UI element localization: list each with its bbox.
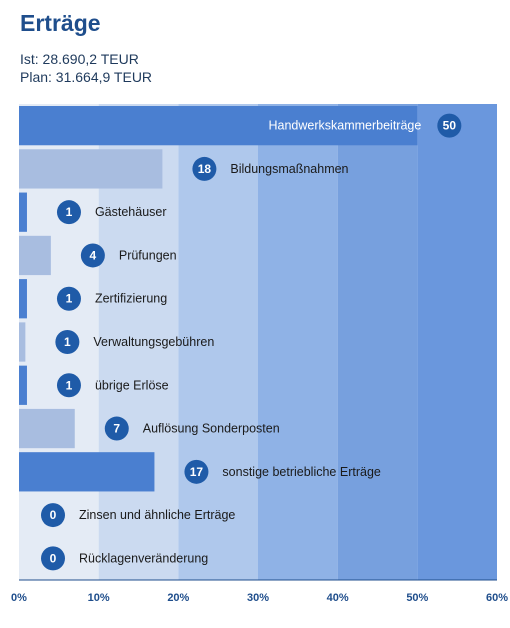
value-badge: 1 (55, 330, 80, 354)
band-3 (258, 104, 338, 580)
category-label: Zertifizierung (95, 292, 167, 306)
band-4 (337, 104, 418, 580)
value-badge: 1 (56, 286, 81, 311)
category-label: Prüfungen (119, 248, 177, 262)
x-tick-label: 40% (327, 592, 349, 604)
x-tick-label: 60% (486, 592, 508, 604)
bar-1 (19, 149, 163, 189)
badge-circle (56, 286, 81, 311)
data-label: 7 (113, 422, 120, 436)
bar-4 (19, 279, 27, 319)
data-label: 0 (50, 551, 57, 565)
bar-6 (19, 365, 27, 405)
badge-circle (55, 330, 80, 354)
background-bands (19, 104, 497, 580)
x-tick-label: 30% (247, 592, 269, 604)
category-label: Rücklagenveränderung (79, 551, 208, 565)
category-label: Gästehäuser (95, 205, 167, 219)
value-badge: 18 (192, 156, 217, 181)
value-badge: 1 (56, 373, 81, 398)
value-badge: 0 (41, 546, 65, 571)
badge-circle (41, 503, 65, 528)
bar-5 (19, 322, 26, 362)
category-label: Handwerkskammerbeiträge (268, 119, 421, 133)
data-label: 1 (66, 292, 73, 306)
x-tick-label: 50% (406, 592, 428, 604)
category-label: Zinsen und ähnliche Erträge (79, 508, 235, 522)
bar-0 (19, 106, 418, 146)
badge-circle (56, 200, 81, 225)
bar-3 (19, 235, 51, 276)
category-label: sonstige betriebliche Erträge (222, 465, 380, 479)
x-tick-label: 0% (11, 592, 27, 604)
data-label: 1 (66, 205, 73, 219)
value-badge: 0 (41, 503, 65, 528)
category-label: Bildungsmaßnahmen (230, 162, 348, 176)
value-badge: 7 (104, 416, 129, 441)
revenue-summary: Ist: 28.690,2 TEUR Plan: 31.664,9 TEUR (20, 50, 152, 86)
band-2 (178, 104, 258, 580)
badge-circle (104, 416, 129, 441)
category-label: übrige Erlöse (95, 378, 169, 392)
badge-circle (41, 546, 65, 571)
bar-7 (19, 408, 75, 449)
badge-circle (192, 156, 217, 181)
data-label: 50 (443, 119, 457, 133)
category-labels: Handwerkskammerbeiträge Bildungsmaßnahmen… (79, 119, 421, 566)
badge-circle (56, 373, 81, 398)
badge-circle (437, 113, 462, 138)
chart-title: Erträge (20, 10, 101, 36)
data-label: 0 (50, 508, 57, 522)
data-label: 17 (190, 465, 204, 479)
bar-8 (19, 452, 155, 492)
value-badge: 4 (80, 243, 105, 268)
value-badge: 50 (437, 113, 462, 138)
category-label: Auflösung Sonderposten (143, 422, 280, 436)
badge-circle (80, 243, 105, 268)
bars (19, 106, 418, 492)
planned-revenue: Plan: 31.664,9 TEUR (20, 69, 153, 85)
x-tick-label: 20% (167, 592, 189, 604)
x-tick-label: 10% (88, 592, 110, 604)
data-label: 4 (90, 248, 97, 262)
x-axis: 0% 10% 20% 30% 40% 50% 60% (11, 579, 508, 604)
value-badge: 1 (56, 200, 81, 225)
badge-circle (184, 459, 209, 484)
value-badge: 17 (184, 459, 209, 484)
band-5 (417, 104, 497, 580)
data-label: 1 (66, 378, 73, 392)
actual-revenue: Ist: 28.690,2 TEUR (20, 51, 139, 67)
data-label: 1 (64, 335, 71, 349)
data-label: 18 (198, 162, 212, 176)
category-label: Verwaltungsgebühren (93, 335, 214, 349)
bar-2 (19, 192, 27, 232)
